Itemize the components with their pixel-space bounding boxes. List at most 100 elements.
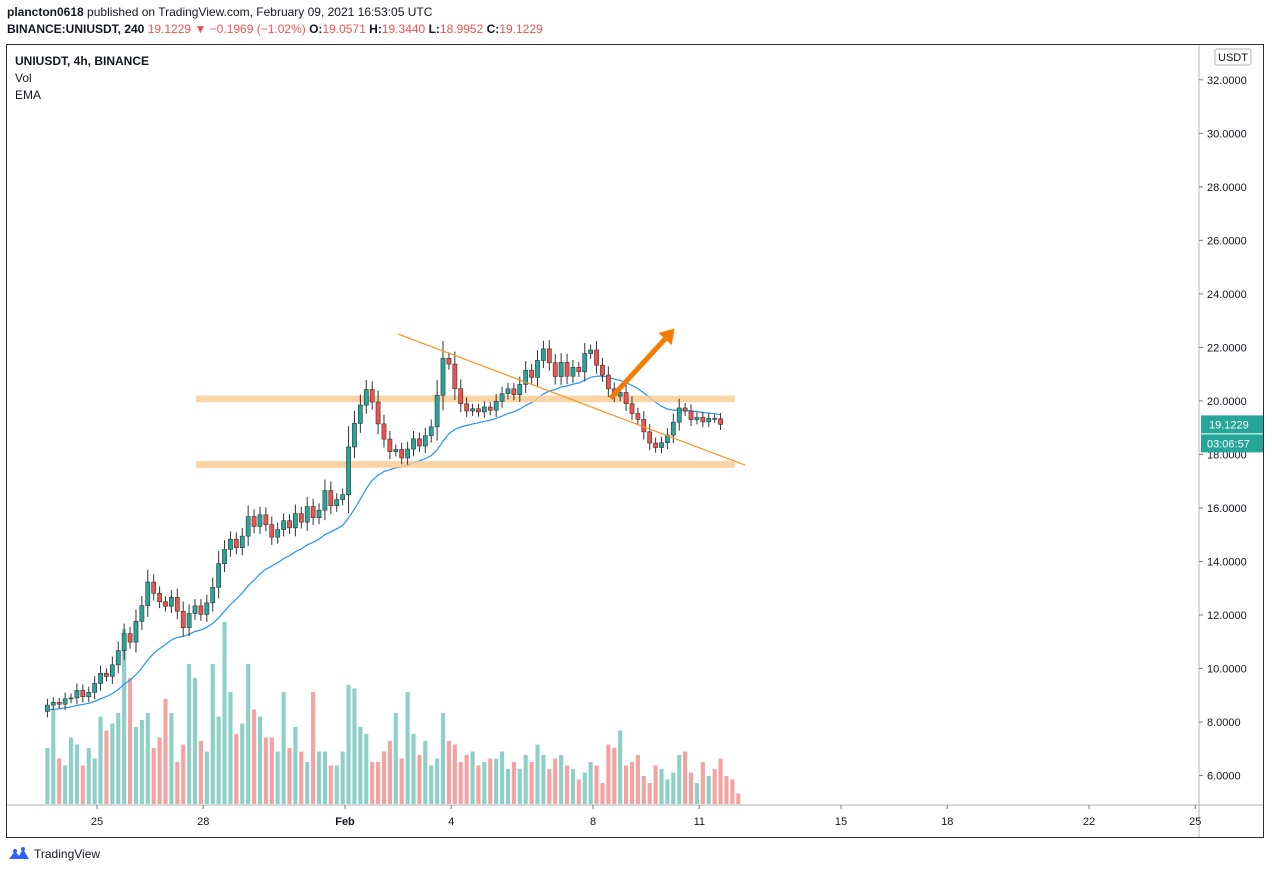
candle-body — [623, 392, 629, 404]
candle-body — [86, 692, 92, 698]
x-tick-label: 25 — [91, 816, 103, 828]
bullish-arrow[interactable] — [608, 337, 667, 400]
volume-bar — [688, 772, 694, 804]
ohlc-line: BINANCE:UNIUSDT, 240 19.1229 ▼ −0.1969 (… — [7, 22, 543, 36]
volume-bar — [364, 734, 369, 804]
y-tick-label: 20.0000 — [1207, 396, 1247, 408]
volume-bar — [671, 772, 676, 804]
candle-body — [50, 702, 56, 706]
candle-body — [688, 410, 694, 420]
volume-bar — [340, 751, 345, 804]
volume-bar — [240, 723, 245, 804]
bullish-arrow-head[interactable] — [658, 328, 675, 346]
volume-bar — [151, 748, 156, 804]
legend-ema[interactable]: EMA — [15, 88, 42, 102]
candle-body — [357, 404, 363, 424]
volume-bar — [606, 744, 611, 804]
volume-bar — [222, 622, 227, 804]
candle-body — [192, 605, 198, 614]
descending-trendline[interactable] — [397, 333, 746, 466]
footer-brand[interactable]: TradingView — [8, 847, 100, 861]
volume-bar — [381, 751, 387, 804]
tradingview-logo-icon — [9, 847, 29, 859]
volume-bar — [257, 716, 263, 804]
candle-body — [499, 393, 505, 402]
volume-bar — [635, 755, 640, 804]
volume-bar — [228, 692, 233, 804]
close-value: 19.1229 — [499, 22, 543, 36]
chart-frame[interactable]: 32.0000 30.0000 28.0000 26.0000 24.0000 22.00… — [6, 44, 1264, 838]
candle-body — [417, 438, 422, 447]
volume-bar — [287, 748, 292, 804]
author-name[interactable]: plancton0618 — [7, 5, 84, 19]
candle-body — [470, 408, 475, 412]
x-tick-label: 18 — [941, 816, 953, 828]
volume-bar — [476, 765, 481, 804]
price-chart[interactable]: 32.0000 30.0000 28.0000 26.0000 24.0000 22.00… — [7, 45, 1263, 837]
low-label: L: — [428, 22, 440, 36]
resistance-zone[interactable] — [196, 395, 735, 403]
volume-bar — [299, 751, 304, 804]
volume-bar — [370, 762, 375, 804]
candle-body — [582, 353, 588, 373]
volume-bar — [387, 741, 392, 804]
candle-body — [535, 360, 540, 378]
volume-bar — [706, 776, 711, 804]
candle-body — [647, 431, 653, 444]
legend-vol[interactable]: Vol — [15, 71, 32, 85]
volume-bar — [139, 720, 144, 804]
candle-body — [98, 672, 103, 684]
candle-body — [169, 597, 174, 607]
volume-bar — [523, 755, 528, 804]
volume-bar — [570, 769, 576, 804]
candle-body — [576, 367, 582, 373]
candle-body — [635, 413, 641, 420]
candle-body — [682, 407, 688, 412]
last-price-badge-text: 19.1229 — [1209, 419, 1249, 431]
candle-body — [694, 417, 700, 420]
candle-body — [558, 362, 564, 377]
volume-bar — [269, 737, 274, 804]
volume-bar — [464, 755, 469, 804]
candle-body — [269, 524, 275, 538]
last-price-text: 19.1229 — [147, 22, 192, 36]
volume-bar — [517, 769, 522, 804]
volume-bar — [641, 776, 646, 804]
x-tick-label: 8 — [590, 816, 596, 828]
candle-body — [298, 513, 304, 523]
volume-bar — [488, 758, 493, 804]
candle-body — [62, 698, 68, 705]
volume-bar — [275, 751, 280, 804]
volume-bar — [198, 741, 203, 804]
candle-body — [352, 423, 357, 448]
volume-bar — [204, 751, 209, 804]
volume-bar — [334, 765, 339, 804]
volume-bar — [718, 758, 723, 804]
volume-bar — [541, 755, 546, 804]
volume-bar — [293, 727, 298, 804]
x-tick-label: 25 — [1189, 816, 1201, 828]
candle-body — [139, 605, 145, 622]
volume-bar — [133, 727, 139, 804]
candle-body — [92, 683, 98, 693]
candle-body — [68, 697, 74, 700]
volume-bar — [346, 685, 351, 804]
candle-body — [121, 633, 127, 651]
candle-body — [304, 506, 310, 523]
candle-body — [434, 394, 440, 428]
volume-bar — [582, 772, 587, 804]
volume-bar — [600, 783, 605, 804]
volume-bar — [511, 762, 516, 804]
candle-body — [718, 418, 723, 425]
volume-bar — [192, 678, 198, 804]
last-price-badge — [1201, 415, 1263, 434]
symbol-line: BINANCE:UNIUSDT, 240 — [7, 22, 145, 36]
candle-body — [104, 672, 109, 677]
support-zone[interactable] — [196, 461, 735, 468]
currency-badge[interactable] — [1214, 48, 1252, 66]
candle-body — [263, 514, 269, 525]
countdown-badge — [1201, 434, 1263, 453]
change-text: −0.1969 (−1.02%) — [209, 22, 306, 36]
candle-body — [310, 506, 316, 519]
candle-body — [552, 362, 558, 377]
